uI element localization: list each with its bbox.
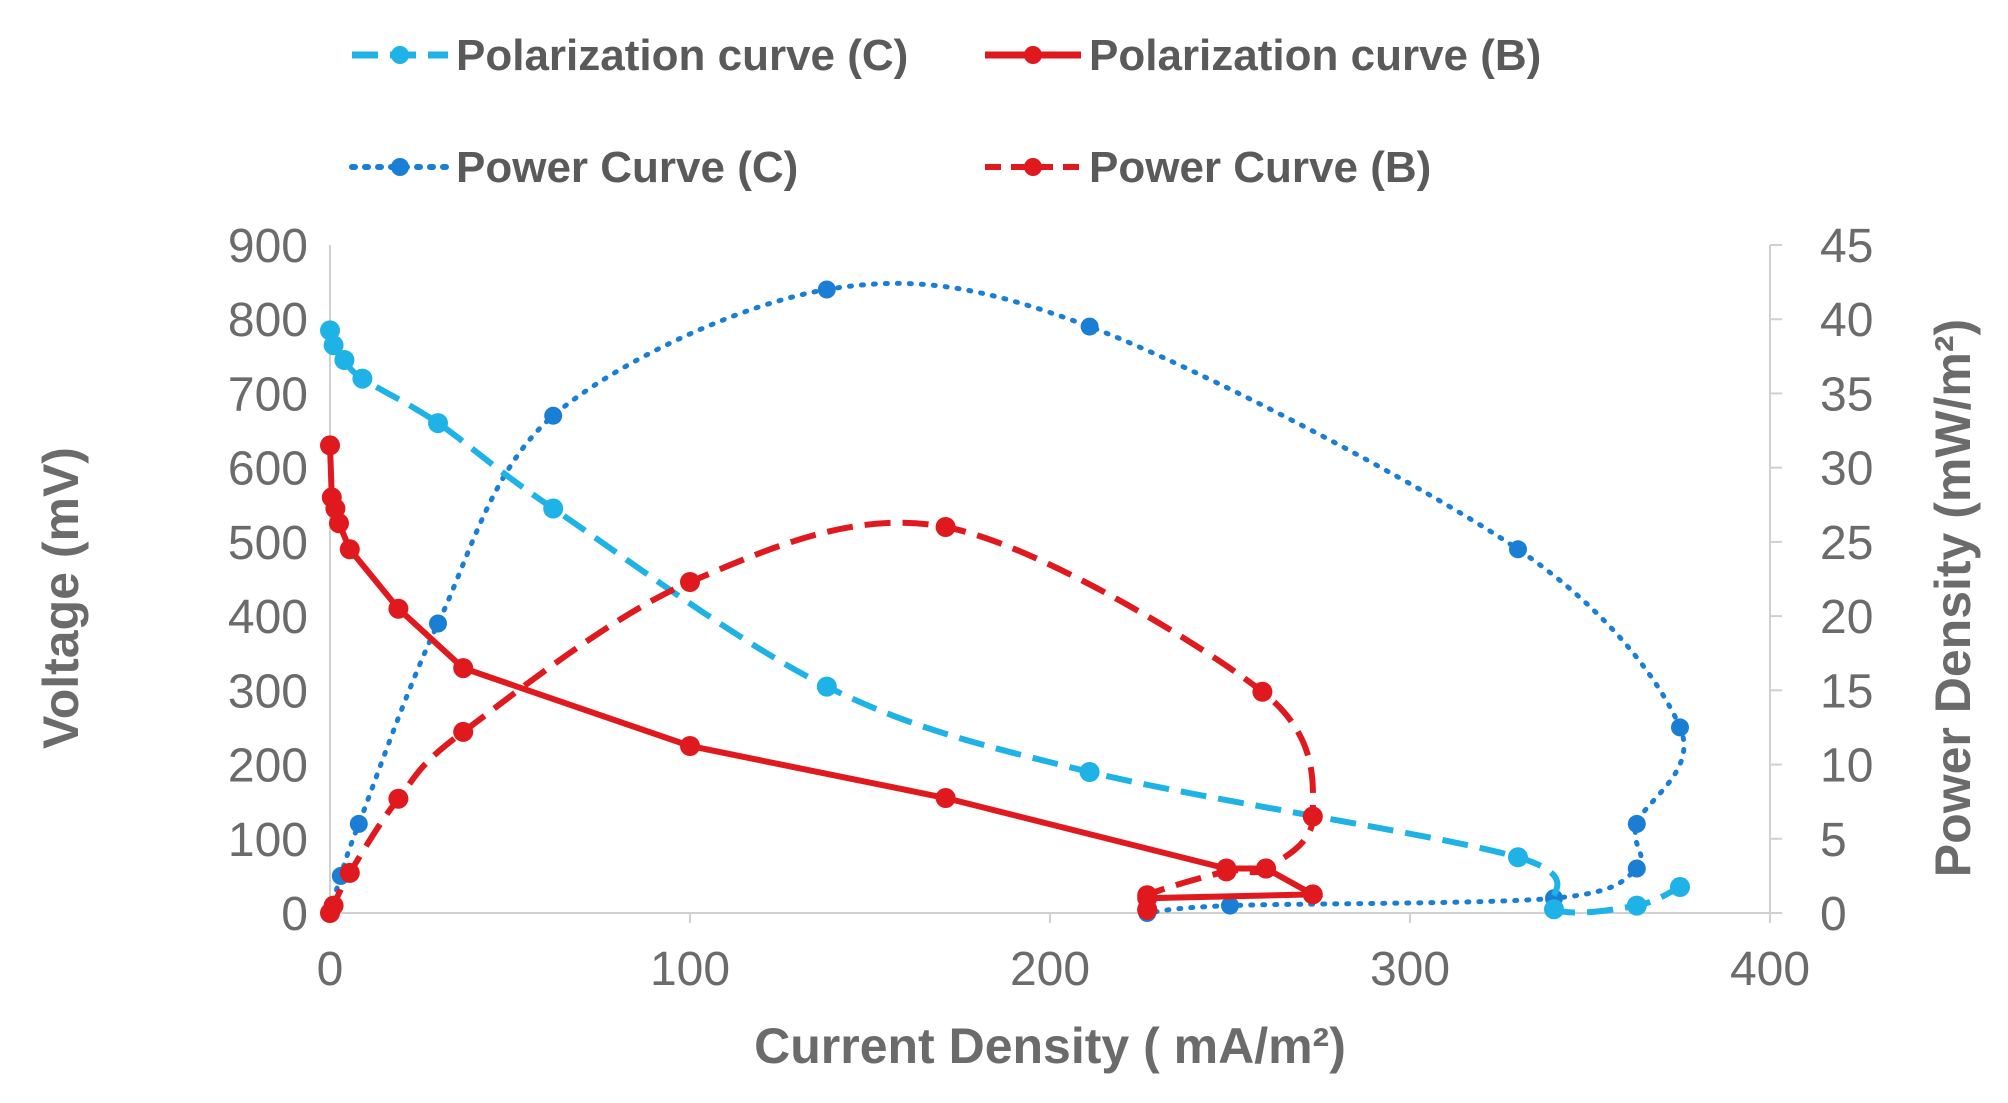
y2-tick-label: 5 (1820, 814, 1847, 867)
data-point-power-curve-b (453, 721, 474, 742)
data-point-polarization-curve-c (1670, 877, 1690, 897)
data-point-power-curve-b (1302, 806, 1323, 827)
legend-item-polarization-b: Polarization curve (B) (985, 31, 1541, 80)
x-axis-title: Current Density ( mA/m²) (754, 1018, 1346, 1074)
legend-marker-power-b (1024, 158, 1042, 176)
y-tick-label: 600 (228, 443, 308, 496)
data-point-polarization-curve-c (1508, 847, 1528, 868)
data-point-polarization-curve-b (339, 539, 360, 560)
data-point-polarization-curve-b (329, 513, 349, 534)
data-point-polarization-curve-b (320, 435, 340, 456)
series-power-curve-b (320, 517, 1323, 923)
data-point-power-curve-c (349, 814, 368, 833)
data-point-power-curve-c (1080, 317, 1099, 336)
data-point-polarization-curve-b (1256, 858, 1276, 879)
data-point-power-curve-c (1627, 814, 1646, 833)
series-power-curve-c (321, 280, 1689, 922)
data-point-polarization-curve-c (816, 676, 837, 697)
data-point-power-curve-b (323, 895, 344, 916)
data-point-power-curve-c (544, 406, 563, 425)
y2-tick-label: 15 (1820, 665, 1873, 718)
data-point-polarization-curve-b (1137, 899, 1158, 920)
data-point-polarization-curve-b (935, 788, 956, 808)
data-point-polarization-curve-c (1544, 899, 1564, 920)
data-point-polarization-curve-b (453, 658, 474, 679)
data-point-polarization-curve-c (323, 335, 344, 356)
legend: Polarization curve (C) Polarization curv… (349, 31, 1541, 192)
x-tick-label: 100 (650, 943, 730, 996)
x-tick-label: 400 (1730, 943, 1810, 996)
legend-label-power-c: Power Curve (C) (456, 143, 798, 192)
data-point-power-curve-b (935, 517, 956, 537)
y-axis-title: Voltage (mV) (33, 447, 89, 749)
y2-tick-label: 35 (1820, 368, 1873, 421)
y-tick-label: 400 (228, 591, 308, 644)
y-tick-label: 500 (228, 517, 308, 570)
x-tick-label: 0 (317, 943, 344, 996)
legend-marker-polarization-b (1024, 46, 1042, 64)
data-point-power-curve-b (1252, 681, 1273, 702)
legend-marker-power-c (391, 158, 409, 176)
data-point-polarization-curve-c (352, 368, 373, 389)
data-point-polarization-curve-c (428, 413, 448, 434)
data-point-power-curve-c (1627, 859, 1646, 878)
legend-label-power-b: Power Curve (B) (1089, 143, 1431, 192)
data-point-power-curve-c (1221, 896, 1239, 915)
data-point-polarization-curve-b (388, 598, 409, 619)
legend-label-polarization-c: Polarization curve (C) (456, 31, 908, 80)
y-tick-label: 300 (228, 665, 308, 718)
series-line-power-curve-c (327, 280, 1687, 916)
data-point-power-curve-c (429, 614, 447, 633)
data-point-polarization-curve-c (543, 498, 564, 519)
data-point-power-curve-b (680, 572, 700, 592)
data-point-polarization-curve-b (1302, 884, 1323, 905)
y2-tick-label: 0 (1820, 888, 1847, 941)
data-point-power-curve-c (1671, 718, 1689, 737)
series-polarization-curve-b (320, 435, 1324, 920)
y-tick-label: 100 (228, 814, 308, 867)
legend-item-power-b: Power Curve (B) (985, 143, 1431, 192)
plot-area (320, 280, 1690, 923)
data-point-power-curve-c (817, 280, 836, 299)
y-tick-label: 900 (228, 220, 308, 273)
legend-marker-polarization-c (391, 46, 409, 64)
y2-tick-label: 10 (1820, 740, 1873, 793)
x-tick-label: 300 (1370, 943, 1450, 996)
legend-item-polarization-c: Polarization curve (C) (352, 31, 908, 80)
y-tick-label: 800 (228, 294, 308, 347)
y2-tick-label: 45 (1820, 220, 1873, 273)
series-line-polarization-curve-c (327, 329, 1682, 916)
legend-item-power-c: Power Curve (C) (349, 143, 798, 192)
series-line-polarization-curve-b (327, 445, 1324, 910)
legend-label-polarization-b: Polarization curve (B) (1089, 31, 1541, 80)
data-point-polarization-curve-b (1216, 858, 1237, 879)
y2-tick-label: 20 (1820, 591, 1873, 644)
data-point-polarization-curve-c (1626, 895, 1647, 916)
data-point-polarization-curve-c (334, 350, 355, 370)
ticks: 0 100 200 300 400010020030040050060070080090… (228, 220, 1873, 996)
y2-tick-label: 25 (1820, 517, 1873, 570)
data-point-polarization-curve-b (680, 736, 700, 756)
data-point-power-curve-b (388, 788, 409, 809)
y2-tick-label: 40 (1820, 294, 1873, 347)
y-tick-label: 700 (228, 368, 308, 421)
y2-tick-label: 30 (1820, 443, 1873, 496)
y-tick-label: 0 (281, 888, 308, 941)
y-tick-label: 200 (228, 740, 308, 793)
data-point-power-curve-c (1509, 540, 1527, 559)
x-tick-label: 200 (1010, 943, 1090, 996)
y2-axis-title: Power Density (mW/m²) (1925, 319, 1981, 877)
data-point-power-curve-b (339, 862, 360, 883)
data-point-polarization-curve-c (1079, 762, 1100, 782)
series-polarization-curve-c (320, 320, 1690, 920)
